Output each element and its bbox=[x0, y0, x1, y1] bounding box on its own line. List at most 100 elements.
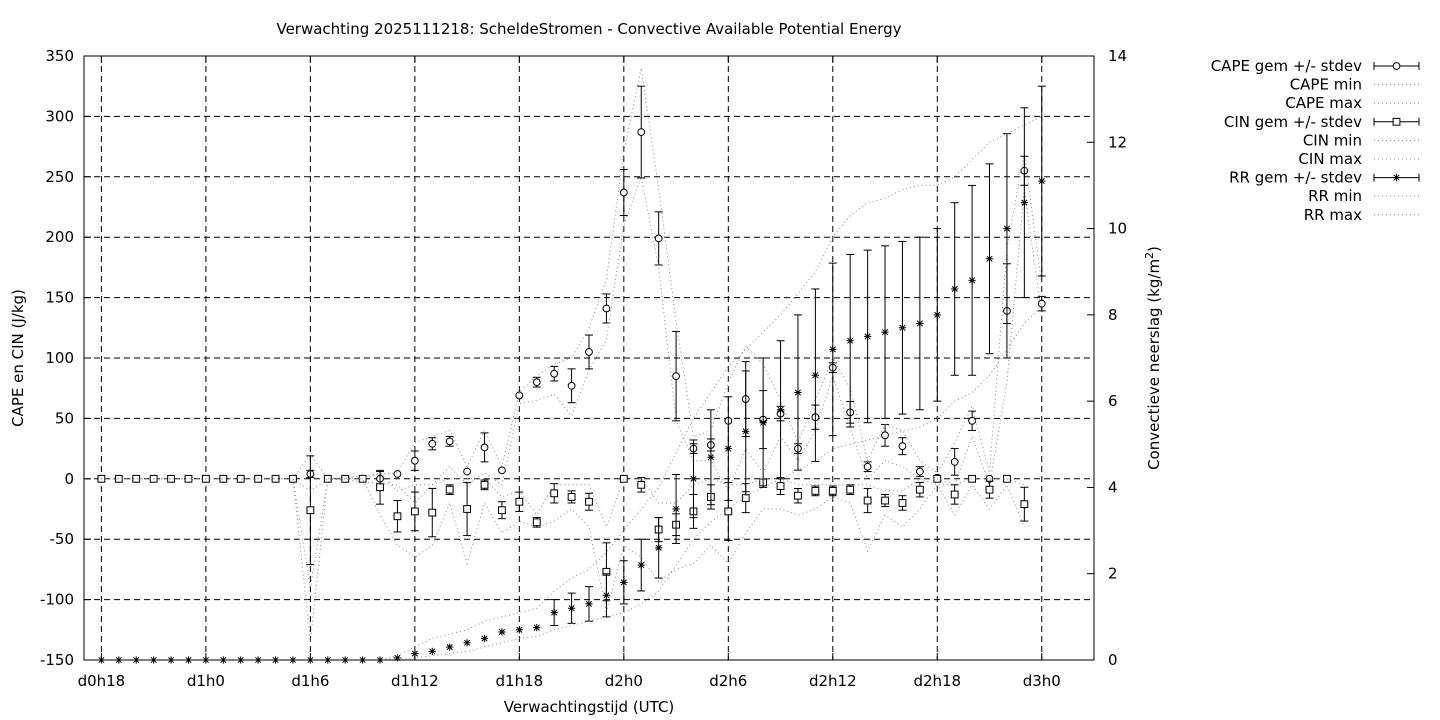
data-point bbox=[1038, 177, 1046, 185]
legend-label: CIN min bbox=[1303, 131, 1362, 149]
x-tick-label: d1h6 bbox=[291, 672, 329, 690]
data-point bbox=[289, 474, 297, 483]
data-point bbox=[480, 480, 489, 489]
data-point bbox=[951, 285, 959, 293]
data-point bbox=[724, 445, 732, 453]
data-point bbox=[933, 311, 941, 319]
data-point bbox=[863, 496, 872, 505]
data-point bbox=[985, 255, 994, 263]
data-point bbox=[985, 485, 994, 494]
y-left-tick-label: 200 bbox=[45, 228, 74, 246]
data-point bbox=[567, 604, 576, 612]
data-point bbox=[933, 474, 942, 483]
data-point bbox=[463, 467, 472, 476]
data-point bbox=[898, 442, 907, 451]
data-point bbox=[794, 388, 802, 397]
data-point bbox=[654, 234, 663, 243]
y-left-tick-label: 350 bbox=[45, 47, 74, 65]
data-point bbox=[567, 493, 576, 501]
series-4 bbox=[101, 478, 1025, 612]
y-right-tick-label: 14 bbox=[1108, 47, 1127, 65]
data-point bbox=[637, 480, 646, 489]
data-point bbox=[968, 276, 976, 284]
series-1 bbox=[101, 174, 1043, 642]
y-left-tick-label: -100 bbox=[40, 591, 74, 609]
x-axis-label: Verwachtingstijd (UTC) bbox=[504, 698, 675, 716]
data-point bbox=[1003, 224, 1011, 233]
x-tick-label: d2h12 bbox=[809, 672, 857, 690]
data-point bbox=[463, 505, 472, 513]
data-point bbox=[550, 369, 559, 378]
legend-marker bbox=[1392, 117, 1401, 126]
legend-label: RR max bbox=[1304, 206, 1362, 224]
series-layer bbox=[97, 67, 1046, 664]
data-point bbox=[184, 474, 193, 483]
y-right-tick-label: 8 bbox=[1108, 306, 1118, 324]
x-tick-label: d0h18 bbox=[78, 672, 126, 690]
data-point bbox=[759, 419, 767, 427]
data-point bbox=[898, 324, 907, 332]
data-point bbox=[915, 467, 924, 476]
x-tick-label: d1h0 bbox=[187, 672, 225, 690]
data-point bbox=[271, 474, 280, 483]
data-point bbox=[950, 457, 959, 466]
data-point bbox=[550, 489, 559, 498]
series-5 bbox=[101, 472, 1025, 529]
data-point bbox=[898, 499, 907, 507]
data-point bbox=[306, 506, 315, 515]
data-point bbox=[655, 544, 663, 552]
data-point bbox=[619, 188, 628, 197]
series-line bbox=[101, 472, 1025, 529]
data-point bbox=[533, 624, 541, 632]
data-point bbox=[776, 406, 785, 414]
data-point bbox=[550, 608, 558, 617]
data-point bbox=[428, 508, 437, 517]
data-point bbox=[445, 437, 454, 446]
data-point bbox=[1020, 500, 1029, 509]
data-point bbox=[916, 319, 924, 328]
y-axis-right-label-superscript: 2 bbox=[1143, 252, 1156, 259]
data-point bbox=[881, 496, 889, 505]
series-line bbox=[101, 174, 1043, 642]
y-axis-right-label-close: ) bbox=[1145, 246, 1163, 252]
data-point bbox=[863, 462, 872, 471]
y-left-tick-label: 250 bbox=[45, 168, 74, 186]
y-left-tick-label: -50 bbox=[50, 530, 75, 548]
data-point bbox=[829, 345, 837, 353]
x-tick-label: d2h0 bbox=[605, 672, 643, 690]
y-axis-right-label: Convectieve neerslag (kg/m2) bbox=[1143, 246, 1163, 470]
data-point bbox=[585, 497, 593, 506]
series-line bbox=[101, 67, 1043, 480]
legend-label: RR min bbox=[1308, 187, 1362, 205]
series-3 bbox=[97, 455, 1029, 602]
data-point bbox=[446, 643, 454, 651]
data-point bbox=[567, 381, 576, 390]
legend-label: RR gem +/- stdev bbox=[1229, 169, 1362, 187]
legend-label: CIN max bbox=[1298, 150, 1362, 168]
y-left-tick-label: 100 bbox=[45, 349, 74, 367]
y-left-tick-label: 300 bbox=[45, 107, 74, 125]
data-point bbox=[811, 486, 820, 495]
data-point bbox=[672, 505, 680, 513]
data-point bbox=[915, 485, 924, 494]
data-point bbox=[515, 497, 524, 506]
y-right-tick-label: 12 bbox=[1108, 133, 1127, 151]
y-right-tick-label: 2 bbox=[1108, 565, 1118, 583]
data-point bbox=[1020, 199, 1028, 207]
data-point bbox=[167, 474, 175, 483]
data-point bbox=[846, 485, 855, 494]
data-point bbox=[219, 474, 228, 483]
series-line bbox=[101, 478, 1025, 612]
axes: d0h18 d1h0 d1h6 d1h12 d1h18 d2h0 d2h6 d2h12 d2h1… bbox=[40, 47, 1127, 690]
x-tick-label: d1h18 bbox=[496, 672, 544, 690]
data-point bbox=[463, 639, 471, 647]
x-tick-label: d2h6 bbox=[709, 672, 747, 690]
y-right-tick-label: 10 bbox=[1108, 220, 1127, 238]
data-point bbox=[776, 482, 785, 490]
legend-label: CIN gem +/- stdev bbox=[1224, 113, 1362, 131]
data-point bbox=[480, 634, 489, 643]
legend-label: CAPE max bbox=[1285, 94, 1362, 112]
data-point bbox=[881, 328, 889, 336]
